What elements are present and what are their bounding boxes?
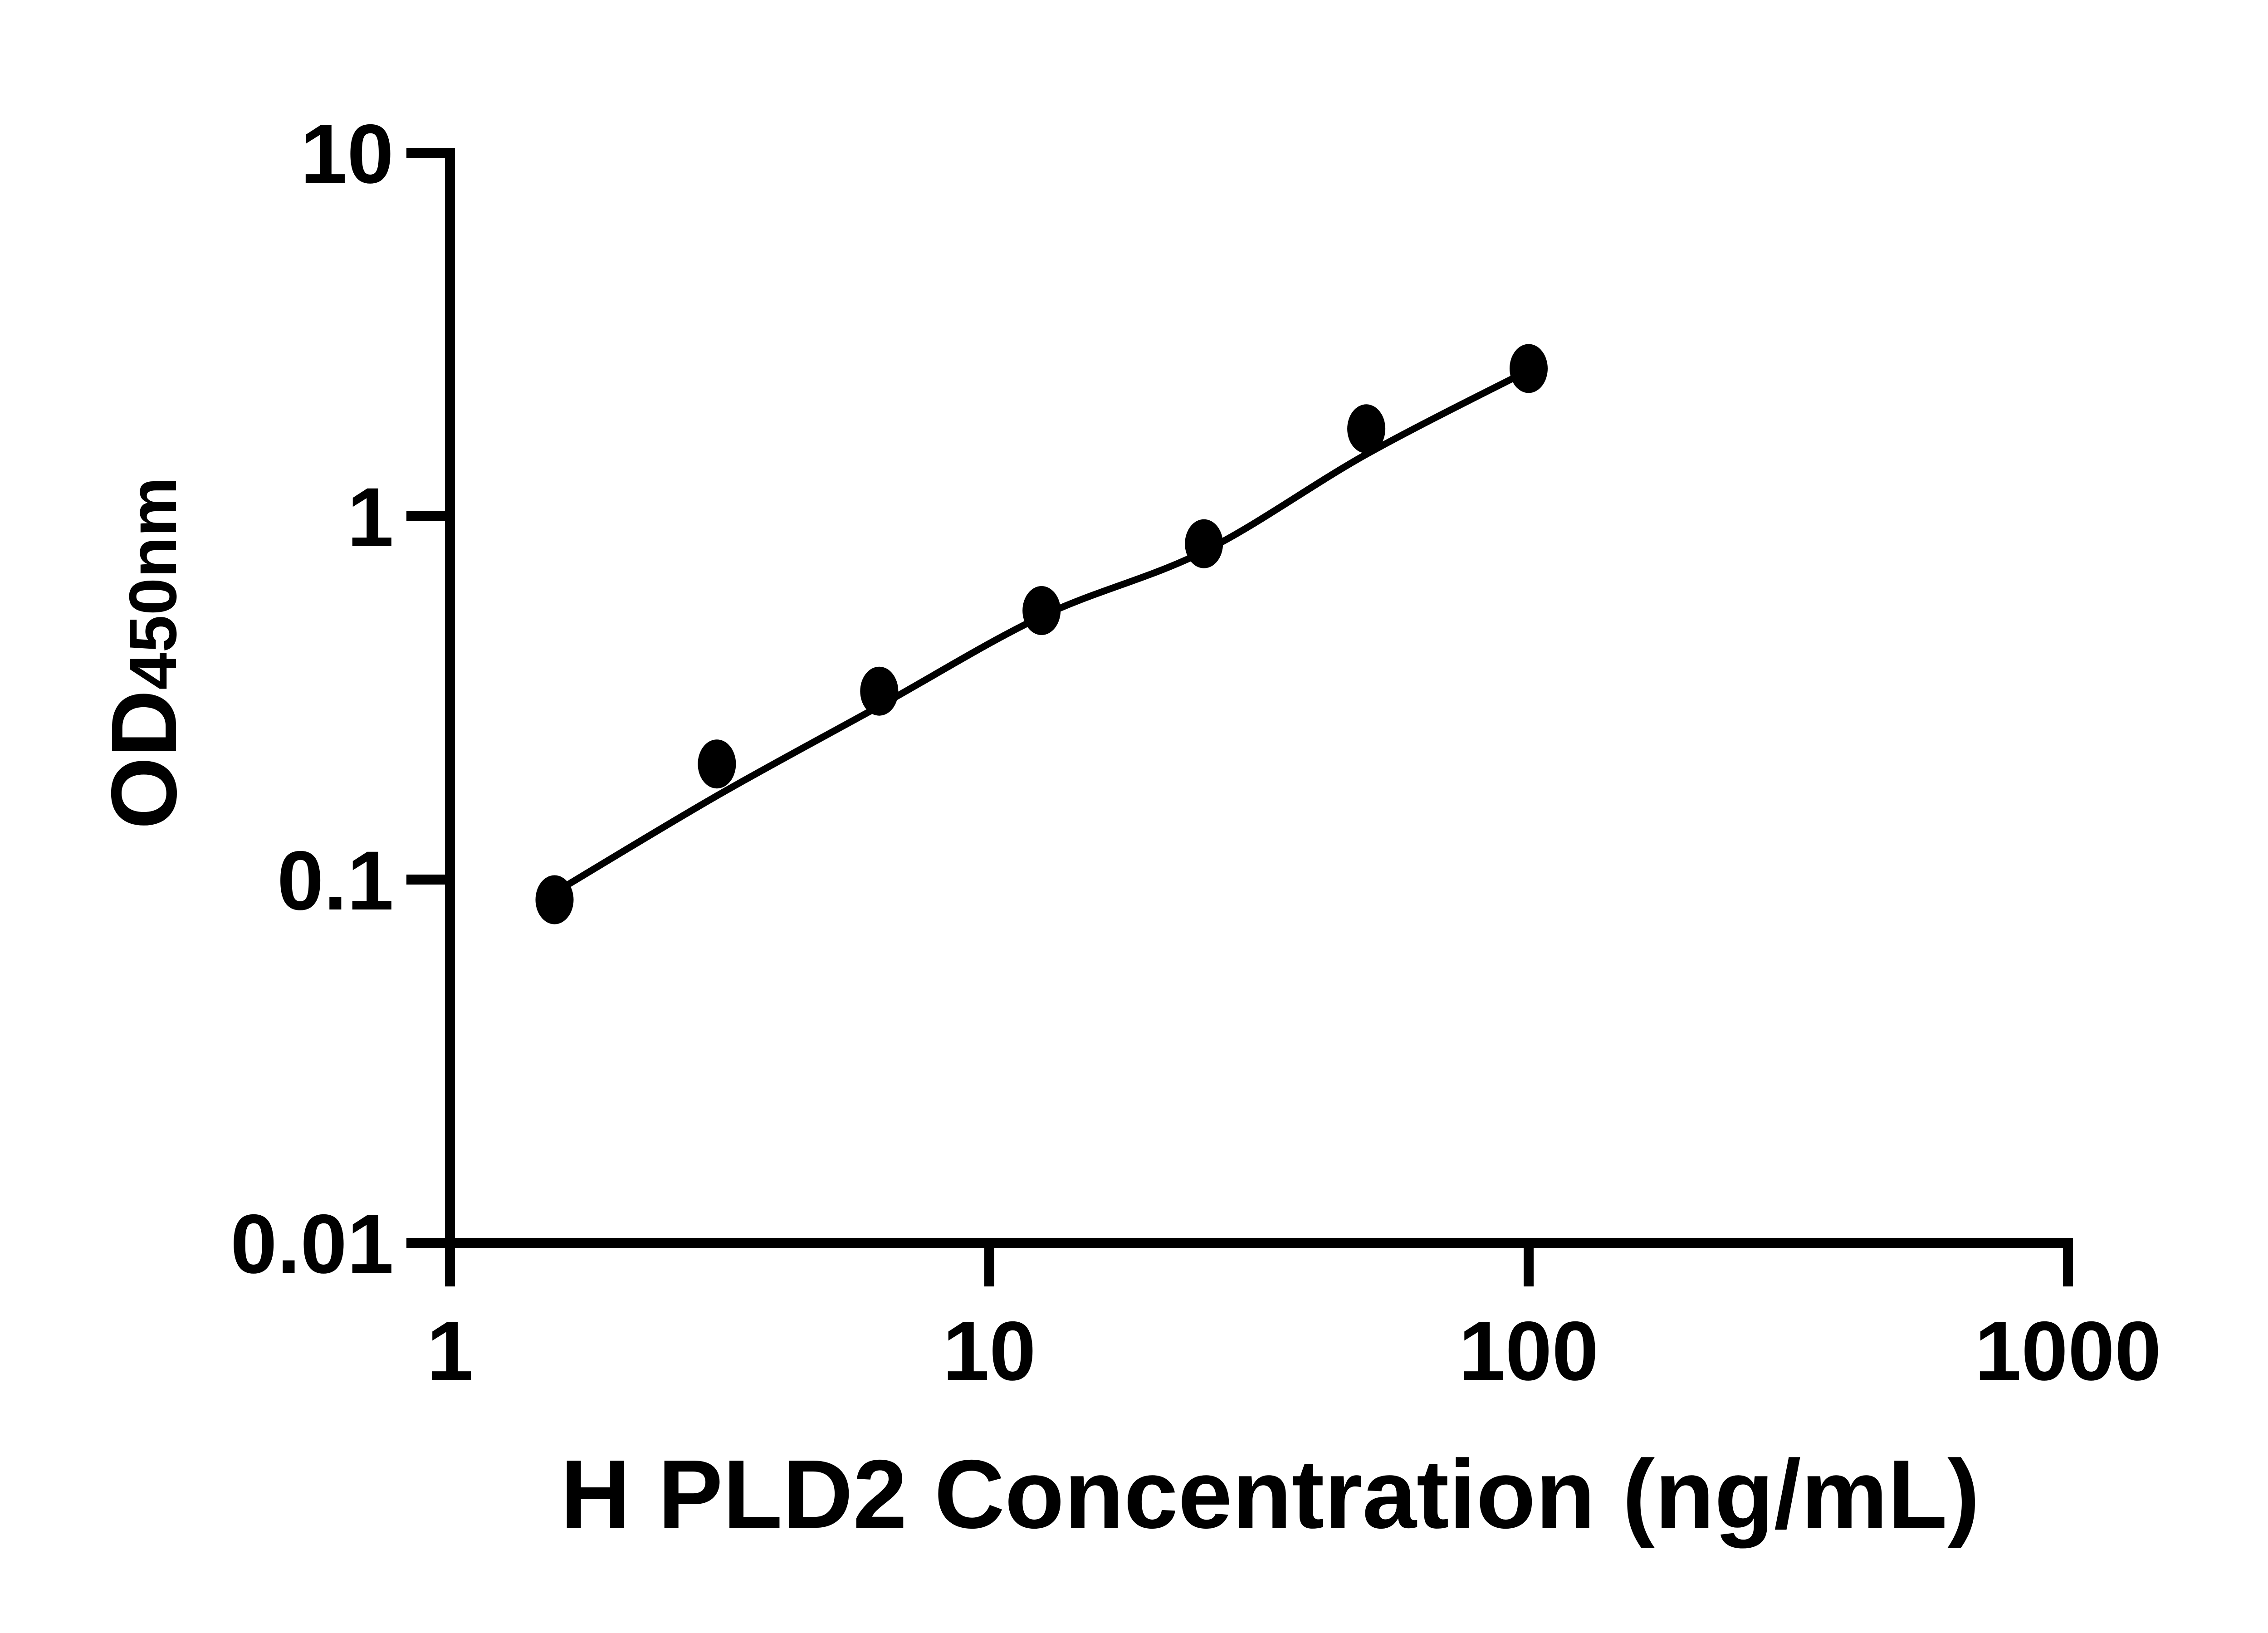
data-point-2 (698, 739, 736, 789)
x-tick-label: 1000 (1975, 1305, 2161, 1398)
axes (406, 148, 2073, 1286)
data-point-6 (1347, 404, 1386, 454)
x-tick-label: 10 (943, 1305, 1036, 1398)
y-axis-title-subscript: 450nm (116, 477, 191, 690)
y-axis-title-main: OD (92, 690, 196, 830)
x-axis-title: H PLD2 Concentration (ng/mL) (560, 1439, 1980, 1549)
y-tick-label: 0.01 (230, 1198, 394, 1291)
data-point-5 (1185, 519, 1223, 568)
axis-lines (445, 148, 2073, 1248)
x-tick-label: 100 (1459, 1305, 1599, 1398)
y-tick-label: 10 (300, 108, 394, 201)
data-point-layer (535, 344, 1548, 924)
y-tick-label: 0.1 (277, 834, 394, 928)
y-tick-label: 1 (347, 471, 394, 564)
data-point-7 (1510, 344, 1548, 393)
data-point-3 (860, 666, 899, 716)
tick-labels: 10 1 0.1 0.01 1 10 100 1000 (230, 108, 2161, 1398)
y-axis-title: OD450nm (92, 477, 196, 829)
data-point-1 (535, 875, 574, 924)
data-point-4 (1022, 586, 1061, 635)
x-tick-label: 1 (427, 1305, 474, 1398)
